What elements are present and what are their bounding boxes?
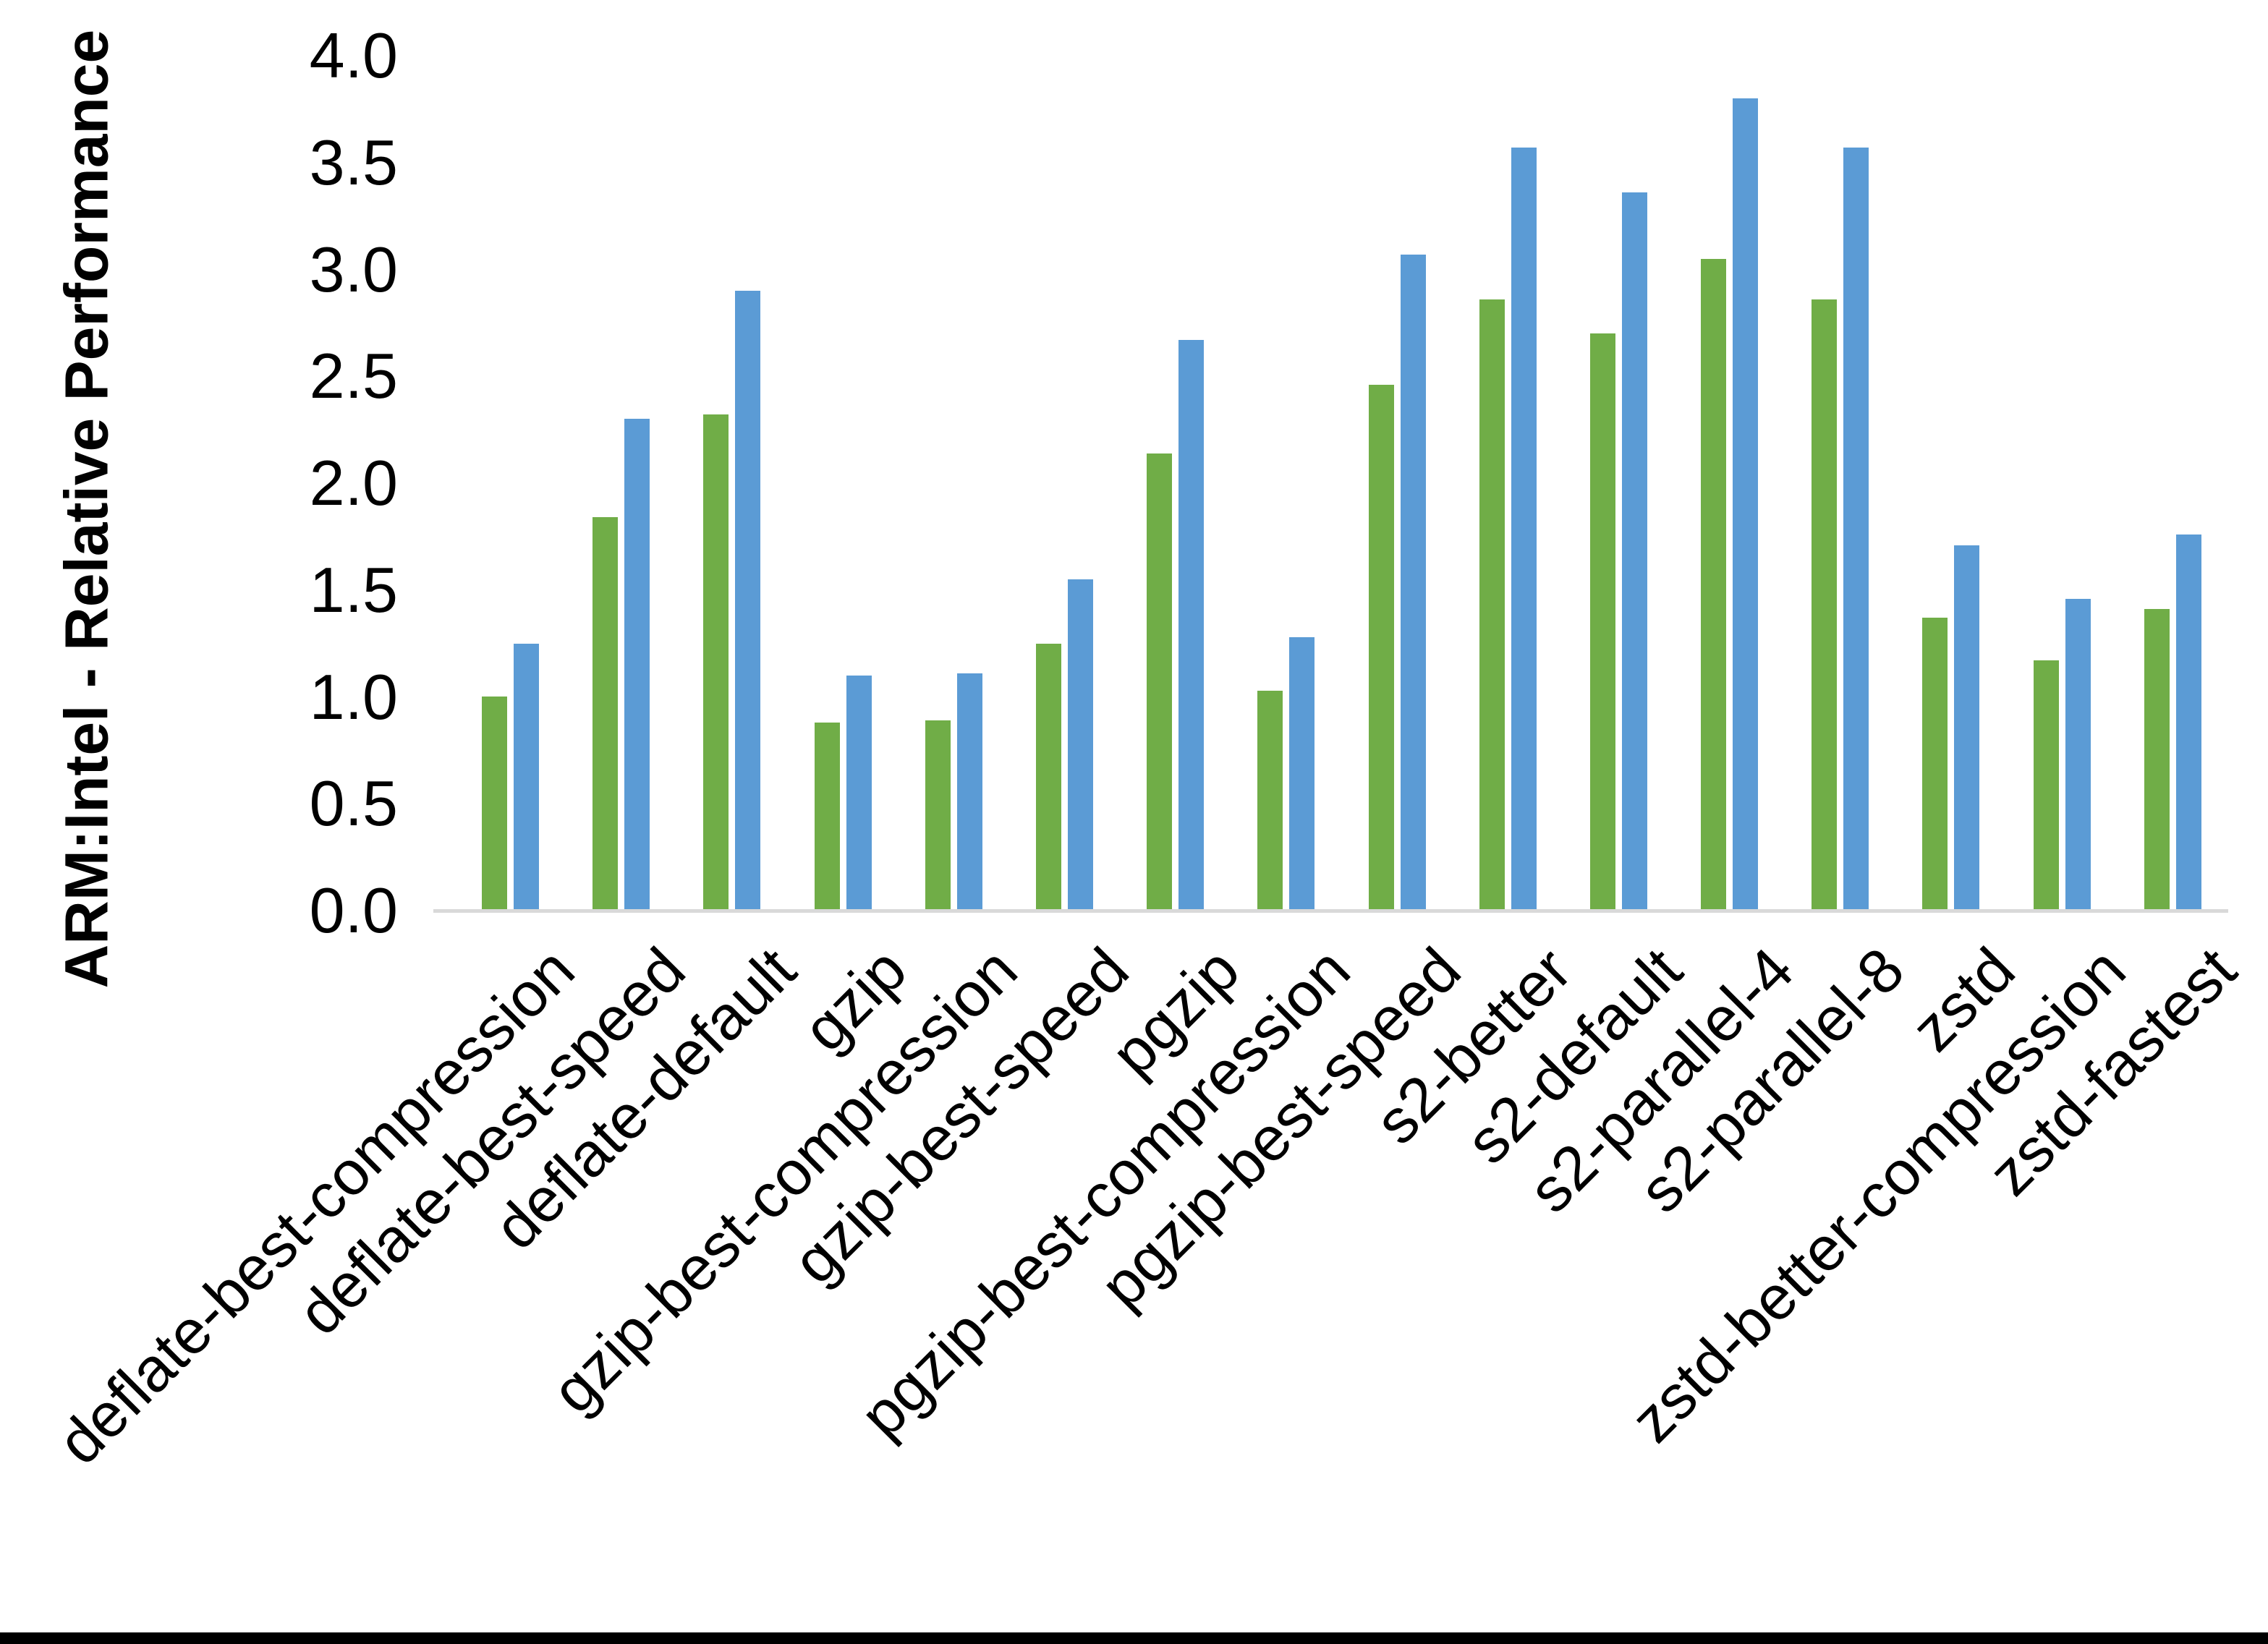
bar-group-s2-better xyxy=(1453,56,1564,911)
bar-price-adjusted-gzip-best-compression xyxy=(957,673,982,911)
bar-absolute-zstd xyxy=(1922,618,1948,911)
bar-price-adjusted-gzip xyxy=(846,676,872,911)
y-tick-label-4.0: 4.0 xyxy=(309,20,398,91)
bar-group-deflate-best-compression xyxy=(455,56,566,911)
bar-absolute-gzip-best-speed xyxy=(1036,644,1061,911)
bar-absolute-deflate-best-compression xyxy=(482,697,507,911)
y-tick-label-1.5: 1.5 xyxy=(309,554,398,626)
bar-group-pgzip-best-compression xyxy=(1231,56,1342,911)
bar-price-adjusted-zstd xyxy=(1954,545,1979,911)
bar-group-s2-default xyxy=(1563,56,1675,911)
bar-absolute-zstd-fastest xyxy=(2144,609,2170,911)
bar-price-adjusted-s2-parallel-8 xyxy=(1843,148,1869,911)
bar-absolute-pgzip-best-compression xyxy=(1257,691,1283,911)
y-tick-label-0.5: 0.5 xyxy=(309,767,398,839)
bar-group-pgzip xyxy=(1120,56,1231,911)
bar-price-adjusted-zstd-fastest xyxy=(2176,534,2201,911)
y-tick-label-2.5: 2.5 xyxy=(309,340,398,412)
y-tick-label-2.0: 2.0 xyxy=(309,447,398,519)
bar-absolute-s2-default xyxy=(1590,333,1615,911)
bar-absolute-s2-parallel-4 xyxy=(1701,259,1726,911)
bar-price-adjusted-deflate-default xyxy=(735,291,760,911)
bar-price-adjusted-deflate-best-compression xyxy=(514,644,539,911)
bar-price-adjusted-pgzip-best-compression xyxy=(1289,637,1314,911)
bar-absolute-s2-parallel-8 xyxy=(1812,299,1837,911)
bar-absolute-gzip xyxy=(815,723,840,911)
bar-absolute-zstd-better-compression xyxy=(2034,660,2059,911)
plot-area xyxy=(455,56,2228,911)
bar-price-adjusted-pgzip xyxy=(1178,340,1204,911)
bar-price-adjusted-zstd-better-compression xyxy=(2065,599,2091,911)
y-axis-title: ARM:Intel - Relative Performance xyxy=(52,29,121,989)
y-tick-label-3.5: 3.5 xyxy=(309,127,398,198)
bar-price-adjusted-s2-better xyxy=(1511,148,1537,911)
bar-absolute-gzip-best-compression xyxy=(925,720,951,911)
x-axis-line xyxy=(433,909,2228,913)
y-tick-label-1.0: 1.0 xyxy=(309,661,398,733)
bar-group-deflate-best-speed xyxy=(566,56,677,911)
bar-price-adjusted-s2-parallel-4 xyxy=(1733,98,1758,911)
bar-group-s2-parallel-8 xyxy=(1785,56,1896,911)
bar-price-adjusted-s2-default xyxy=(1622,192,1647,911)
bar-group-zstd-better-compression xyxy=(2007,56,2118,911)
bar-price-adjusted-gzip-best-speed xyxy=(1068,579,1093,911)
y-tick-label-0.0: 0.0 xyxy=(309,874,398,946)
bar-group-zstd-fastest xyxy=(2118,56,2229,911)
bar-absolute-pgzip-best-speed xyxy=(1369,385,1394,911)
bar-price-adjusted-deflate-best-speed xyxy=(624,419,650,911)
bar-absolute-pgzip xyxy=(1147,453,1172,911)
bar-group-gzip xyxy=(788,56,899,911)
screenshot-bottom-border xyxy=(0,1632,2268,1644)
bar-group-s2-parallel-4 xyxy=(1674,56,1785,911)
bar-group-deflate-default xyxy=(676,56,788,911)
bar-absolute-deflate-default xyxy=(703,414,729,911)
bar-group-pgzip-best-speed xyxy=(1342,56,1453,911)
y-tick-label-3.0: 3.0 xyxy=(309,234,398,305)
bar-price-adjusted-pgzip-best-speed xyxy=(1401,255,1426,911)
bar-group-gzip-best-compression xyxy=(899,56,1010,911)
bar-absolute-s2-better xyxy=(1479,299,1505,911)
bar-group-gzip-best-speed xyxy=(1009,56,1121,911)
bar-group-zstd xyxy=(1895,56,2007,911)
bar-absolute-deflate-best-speed xyxy=(593,517,618,911)
